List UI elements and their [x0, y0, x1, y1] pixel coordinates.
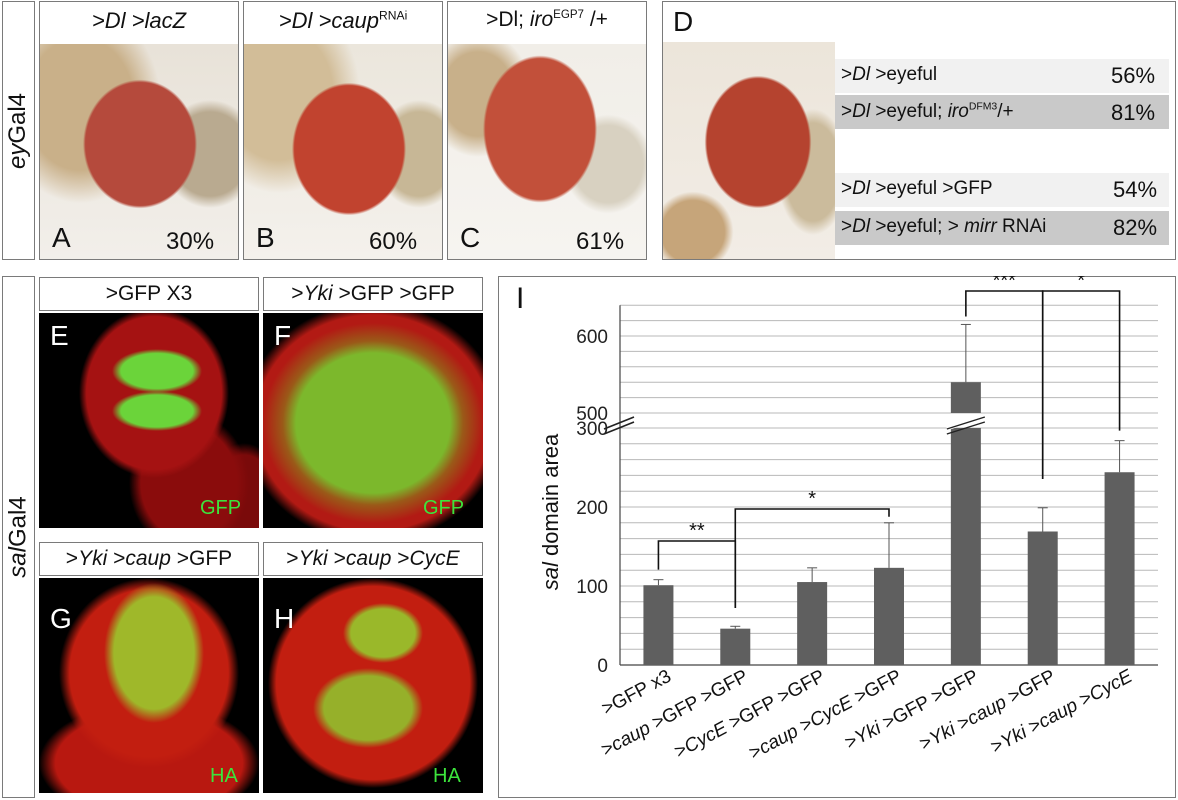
d-row-4-label: >Dl >eyeful; > mirr RNAi — [841, 216, 1047, 237]
stain-label-h: HA — [433, 765, 461, 787]
panel-letter-d: D — [673, 6, 694, 37]
fly-eye-photo-d — [663, 42, 835, 259]
panel-b: >Dl >caupRNAi B 60% — [243, 1, 443, 260]
panel-i — [498, 276, 1176, 798]
y-tick-label: 300 — [576, 419, 608, 440]
panel-letter-h: H — [274, 603, 295, 634]
significance-label: * — [808, 488, 816, 510]
significance-bracket — [1041, 290, 1121, 479]
stain-label-e: GFP — [200, 497, 242, 519]
significance-bracket — [734, 508, 890, 608]
d-row-4-percent: 82% — [1113, 215, 1158, 240]
x-tick-label: >Yki >caup >CycE — [988, 666, 1137, 758]
panel-letter-f: F — [274, 320, 292, 351]
wing-disc-image-e — [39, 313, 259, 528]
significance-label: ** — [689, 520, 705, 542]
bar — [797, 582, 828, 665]
bar — [950, 428, 981, 665]
y-tick-label: 600 — [576, 327, 608, 348]
panel-letter-b: B — [256, 222, 275, 253]
bar-upper — [950, 382, 981, 413]
y-tick-label: 200 — [576, 498, 608, 519]
y-tick-label: 500 — [576, 404, 608, 425]
panel-b-title: >Dl >caupRNAi — [278, 8, 408, 33]
x-tick-label: >Yki >GFP >GFP — [842, 666, 983, 754]
fly-eye-photo-a — [40, 44, 238, 259]
wing-disc-image-f — [263, 313, 483, 528]
d-row-1-bg — [835, 59, 1169, 93]
axis-break-mark — [603, 421, 635, 435]
bar-break-mark — [946, 421, 986, 435]
d-row-2-label: >Dl >eyeful; iroDFM3/+ — [841, 101, 1014, 122]
panel-letter-g: G — [50, 603, 72, 634]
bar — [1104, 472, 1135, 665]
bar-break-mark — [946, 416, 986, 430]
y-axis-label: sal domain area — [538, 433, 563, 590]
y-tick-label: 0 — [597, 656, 608, 677]
d-row-1-label: >Dl >eyeful — [841, 64, 938, 85]
panel-c-title: >Dl; iroEGP7 /+ — [486, 8, 608, 31]
panel-f-title: > Yki >GFP >GFP — [263, 277, 483, 311]
fly-eye-photo-c — [448, 44, 646, 259]
d-row-2-percent: 81% — [1111, 100, 1156, 125]
fly-eye-photo-b — [244, 44, 442, 259]
panel-c: >Dl; iroEGP7 /+ C 61% — [447, 1, 647, 260]
y-tick-label: 100 — [576, 577, 608, 598]
panel-letter-a: A — [52, 222, 71, 253]
significance-label: * — [1077, 276, 1085, 292]
bar — [874, 567, 904, 665]
d-row-1-percent: 56% — [1111, 63, 1156, 88]
panel-g-title: > Yki > caup >GFP — [39, 542, 259, 576]
panel-letter-c: C — [460, 222, 481, 253]
percent-b: 60% — [369, 228, 418, 255]
panel-letter-i: I — [516, 282, 524, 315]
d-row-4-bg — [835, 211, 1169, 245]
d-row-3-label: >Dl >eyeful >GFP — [841, 178, 993, 199]
percent-c: 61% — [576, 228, 625, 255]
panel-e-title: >GFP X3 — [39, 277, 259, 311]
d-row-3-bg — [835, 173, 1169, 207]
significance-label: *** — [993, 276, 1017, 292]
stain-label-f: GFP — [423, 497, 465, 519]
panel-h-title: > Yki > caup > CycE — [263, 542, 483, 576]
panel-a-title: >Dl >lacZ — [91, 8, 187, 33]
percent-a: 30% — [166, 228, 215, 255]
salgal4-label: salGal4 — [2, 276, 35, 798]
axis-break-mark — [603, 416, 635, 430]
stain-label-g: HA — [210, 765, 238, 787]
bar — [643, 585, 674, 665]
wing-disc-image-g — [39, 578, 259, 793]
bar — [720, 628, 751, 665]
d-row-3-percent: 54% — [1113, 177, 1158, 202]
panel-a: >Dl >lacZ A 30% — [39, 1, 239, 260]
bar — [1027, 531, 1058, 665]
panel-letter-e: E — [50, 320, 69, 351]
eygal4-label: eyGal4 — [2, 1, 35, 260]
panel-d: D >Dl >eyeful 56% >Dl >eyeful; iroDFM3/+… — [662, 1, 1176, 260]
wing-disc-image-h — [263, 578, 483, 793]
d-row-2-bg — [835, 95, 1169, 129]
